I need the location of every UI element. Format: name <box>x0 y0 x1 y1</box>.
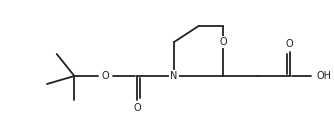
Text: OH: OH <box>317 71 332 81</box>
Text: O: O <box>102 71 110 81</box>
Text: N: N <box>170 71 178 81</box>
Text: O: O <box>219 37 227 47</box>
Text: O: O <box>133 103 141 113</box>
Text: O: O <box>286 39 293 49</box>
